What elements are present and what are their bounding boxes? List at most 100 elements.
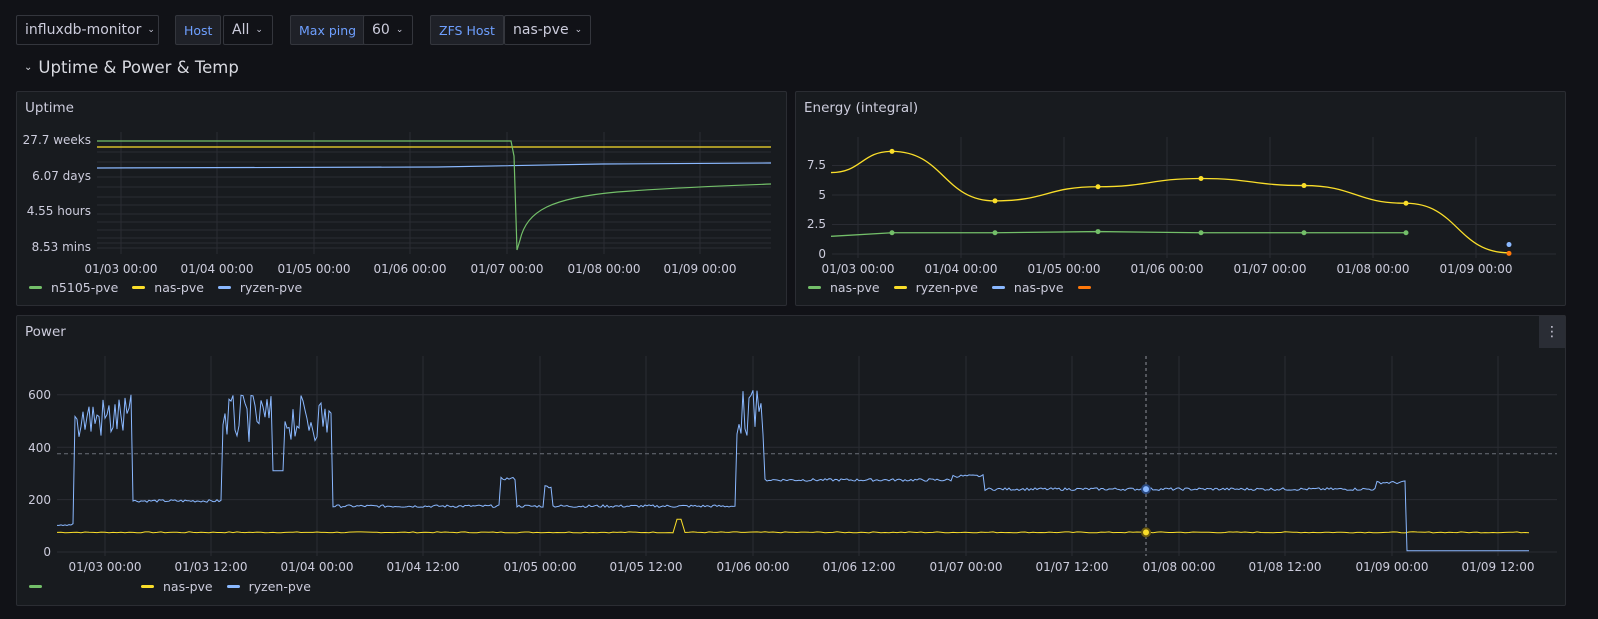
x-tick: 01/07 00:00 xyxy=(471,262,544,276)
x-tick: 01/06 12:00 xyxy=(823,560,896,574)
x-tick: 01/04 00:00 xyxy=(181,262,254,276)
y-tick: 400 xyxy=(28,441,51,455)
x-tick: 01/06 00:00 xyxy=(717,560,790,574)
zfs-host-variable-label: ZFS Host xyxy=(430,15,504,45)
max-ping-variable-select[interactable]: 60 ⌄ xyxy=(363,15,413,45)
data-point xyxy=(992,198,998,204)
hover-point xyxy=(1141,527,1151,538)
legend-swatch xyxy=(808,286,821,289)
x-tick: 01/09 12:00 xyxy=(1462,560,1535,574)
host-variable-select[interactable]: All ⌄ xyxy=(223,15,273,45)
panel-title: Energy (integral) xyxy=(804,100,919,116)
max-ping-variable-label: Max ping xyxy=(290,15,366,45)
data-point xyxy=(1506,242,1512,248)
chevron-down-icon: ⌄ xyxy=(255,25,263,35)
data-point xyxy=(1301,183,1307,189)
data-point xyxy=(889,230,895,236)
x-tick: 01/09 00:00 xyxy=(1440,262,1513,276)
x-tick: 01/08 00:00 xyxy=(568,262,641,276)
legend-item[interactable]: nas-pve xyxy=(991,280,1064,295)
datasource-label: influxdb-monitor xyxy=(25,22,142,38)
legend-swatch xyxy=(217,286,231,289)
series-line-ryzen-pve xyxy=(57,390,1529,552)
panel-title: Power xyxy=(25,324,66,340)
x-tick: 01/05 12:00 xyxy=(610,560,683,574)
data-point xyxy=(1403,230,1409,236)
data-point xyxy=(1095,184,1101,190)
panel-menu-button[interactable]: ⋮ xyxy=(1539,316,1565,348)
data-point xyxy=(1403,200,1409,206)
datasource-picker[interactable]: influxdb-monitor ⌄ xyxy=(16,15,159,45)
panel-title: Uptime xyxy=(25,100,74,116)
hover-point xyxy=(1141,484,1151,495)
x-tick: 01/05 00:00 xyxy=(278,262,351,276)
uptime-graph[interactable]: 27.7 weeks 6.07 days 4.55 hours 8.53 min… xyxy=(17,92,788,307)
data-point xyxy=(1506,250,1512,256)
x-tick: 01/05 00:00 xyxy=(1028,262,1101,276)
legend-swatch xyxy=(893,286,907,289)
zfs-host-variable-select[interactable]: nas-pve ⌄ xyxy=(504,15,591,45)
x-tick: 01/04 12:00 xyxy=(387,560,460,574)
legend-item[interactable] xyxy=(29,585,51,588)
y-tick: 27.7 weeks xyxy=(23,133,91,147)
x-tick: 01/08 12:00 xyxy=(1249,560,1322,574)
data-point xyxy=(992,230,998,236)
series-line-n5105-pve xyxy=(97,140,772,251)
legend-swatch xyxy=(1077,286,1091,289)
data-point xyxy=(1198,175,1204,181)
x-tick: 01/06 00:00 xyxy=(1131,262,1204,276)
x-tick: 01/08 00:00 xyxy=(1143,560,1216,574)
series-line-nas-pve xyxy=(830,230,1406,237)
legend-swatch xyxy=(141,585,154,588)
legend-item[interactable]: ryzen-pve xyxy=(893,280,978,295)
x-tick: 01/09 00:00 xyxy=(664,262,737,276)
legend-item[interactable] xyxy=(1077,286,1100,289)
y-tick: 200 xyxy=(28,493,51,507)
legend-swatch xyxy=(132,286,146,289)
x-tick: 01/03 00:00 xyxy=(69,560,142,574)
y-tick: 4.55 hours xyxy=(27,204,91,218)
x-tick: 01/04 00:00 xyxy=(925,262,998,276)
x-tick: 01/07 00:00 xyxy=(1234,262,1307,276)
ellipsis-vertical-icon: ⋮ xyxy=(1545,324,1559,340)
legend-swatch xyxy=(29,286,42,289)
x-tick: 01/05 00:00 xyxy=(504,560,577,574)
chevron-down-icon: ⌄ xyxy=(24,62,33,73)
energy-panel: Energy (integral) 7.5 5 2.5 0 01/03 00:0… xyxy=(795,91,1566,306)
legend-item[interactable]: nas-pve xyxy=(132,280,204,295)
y-tick: 600 xyxy=(28,388,51,402)
legend-swatch xyxy=(226,585,240,588)
y-tick: 5 xyxy=(818,188,826,202)
y-tick: 2.5 xyxy=(807,217,826,231)
energy-graph[interactable]: 7.5 5 2.5 0 01/03 00:00 01/04 00:00 01/0… xyxy=(796,92,1567,307)
x-tick: 01/08 00:00 xyxy=(1337,262,1410,276)
data-point xyxy=(1095,229,1101,235)
data-point xyxy=(889,148,895,154)
legend-item[interactable]: ryzen-pve xyxy=(217,280,302,295)
data-point xyxy=(1198,230,1204,236)
data-point xyxy=(1301,230,1307,236)
legend-item[interactable]: ryzen-pve xyxy=(226,579,311,594)
row-collapse-toggle[interactable]: ⌄ Uptime & Power & Temp xyxy=(24,58,239,77)
y-tick: 6.07 days xyxy=(32,169,91,183)
legend-item[interactable]: nas-pve xyxy=(141,579,213,594)
x-tick: 01/06 00:00 xyxy=(374,262,447,276)
chevron-down-icon: ⌄ xyxy=(147,25,155,35)
power-panel: Power ⋮ 600 400 200 0 01/03 00:00 01/03 1… xyxy=(16,315,1566,606)
chevron-down-icon: ⌄ xyxy=(574,25,583,35)
host-variable-label: Host xyxy=(175,15,222,45)
power-legend: nas-pve ryzen-pve xyxy=(29,579,325,594)
x-tick: 01/07 00:00 xyxy=(930,560,1003,574)
uptime-panel: Uptime 27.7 weeks 6.07 days 4.55 hours 8… xyxy=(16,91,787,306)
legend-item[interactable]: n5105-pve xyxy=(29,280,118,295)
x-tick: 01/03 00:00 xyxy=(85,262,158,276)
y-tick: 0 xyxy=(43,545,51,559)
x-tick: 01/03 00:00 xyxy=(822,262,895,276)
power-graph[interactable]: 600 400 200 0 01/03 00:00 01/03 12:00 01/0… xyxy=(17,316,1567,607)
row-title: Uptime & Power & Temp xyxy=(38,58,239,77)
series-line-nas-pve xyxy=(56,518,1530,534)
x-tick: 01/03 12:00 xyxy=(175,560,248,574)
x-tick: 01/09 00:00 xyxy=(1356,560,1429,574)
legend-item[interactable]: nas-pve xyxy=(808,280,880,295)
energy-legend: nas-pve ryzen-pve nas-pve xyxy=(808,280,1114,295)
